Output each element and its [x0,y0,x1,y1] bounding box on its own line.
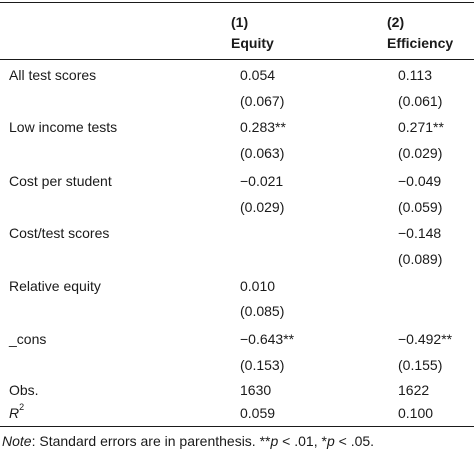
cell-efficiency: −0.148 [398,225,442,241]
cell-equity-se: (0.029) [240,199,285,215]
note-prefix: Note [2,433,32,449]
cell-efficiency: −0.049 [398,173,442,189]
note-p1: p [270,433,279,449]
table-bottom-rule [0,426,474,427]
cell-equity: −0.643** [240,331,295,347]
note-mid: < .01, * [278,433,327,449]
row-label: Obs. [9,382,39,398]
cell-efficiency-se: (0.155) [398,357,443,373]
table-top-rule [0,2,474,3]
cell-efficiency-se: (0.061) [398,93,443,109]
r-squared-base: R [9,405,20,421]
cell-efficiency-se: (0.089) [398,251,443,267]
cell-efficiency: 1622 [398,382,430,398]
cell-equity: 0.010 [240,278,276,294]
header-rule [0,59,474,60]
cell-efficiency-se: (0.059) [398,199,443,215]
cell-efficiency: 0.113 [398,67,432,83]
row-label: Cost per student [9,173,112,189]
table-note: Note: Standard errors are in parenthesis… [2,432,374,450]
cell-equity-se: (0.153) [240,357,285,373]
row-label: _cons [9,331,47,347]
cell-equity: −0.021 [240,173,284,189]
cell-efficiency-se: (0.029) [398,145,443,161]
cell-efficiency: 0.271** [398,119,444,135]
note-tail: < .05. [334,433,375,449]
row-label: All test scores [9,67,97,83]
cell-equity-se: (0.067) [240,93,285,109]
note-body: : Standard errors are in parenthesis. ** [31,433,271,449]
r-squared-efficiency: 0.100 [398,405,434,421]
col2-number: (2) [387,14,405,30]
r-squared-sup: 2 [19,402,25,413]
row-label: Relative equity [9,278,101,294]
cell-equity-se: (0.063) [240,145,285,161]
col2-title: Efficiency [387,35,454,51]
row-label: Low income tests [9,119,118,135]
row-label: Cost/test scores [9,225,110,241]
note-p2: p [326,433,335,449]
col1-title: Equity [231,35,274,51]
cell-efficiency: −0.492** [398,331,453,347]
cell-equity: 1630 [240,382,272,398]
cell-equity-se: (0.085) [240,303,285,319]
r-squared-label: R2 [9,402,25,422]
col1-number: (1) [231,14,249,30]
cell-equity: 0.054 [240,67,276,83]
r-squared-equity: 0.059 [240,405,276,421]
cell-equity: 0.283** [240,119,286,135]
